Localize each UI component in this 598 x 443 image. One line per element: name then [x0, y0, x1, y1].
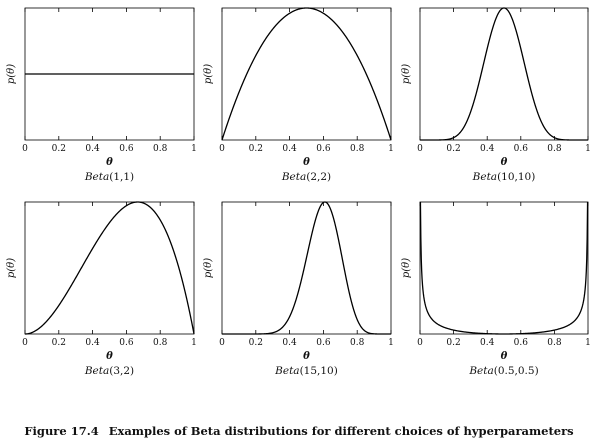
distribution-params: (15,10): [300, 365, 338, 377]
x-tick-label: 0.4: [282, 338, 297, 348]
x-tick-label: 0.4: [85, 144, 100, 154]
y-axis-label: p(θ): [203, 258, 214, 278]
x-tick-label: 1: [585, 144, 591, 154]
x-tick-label: 0.2: [249, 338, 263, 348]
distribution-params: (3,2): [109, 365, 134, 377]
distribution-label: Beta(3,2): [84, 365, 134, 377]
x-tick-label: 0.4: [282, 144, 297, 154]
distribution-name: Beta: [281, 171, 306, 183]
x-tick-label: 1: [191, 338, 197, 348]
x-tick-label: 0.2: [52, 338, 66, 348]
distribution-params: (2,2): [306, 171, 331, 183]
chart-panel-2: 0 0.2 0.4 0.6 0.8 1 θ Beta(2,2) p(θ): [203, 7, 394, 183]
x-tick-label: 0.8: [350, 338, 365, 348]
x-tick-label: 0.6: [316, 144, 331, 154]
plot-frame: [419, 7, 589, 141]
y-axis-label: p(θ): [401, 64, 412, 84]
distribution-name: Beta: [84, 365, 109, 377]
distribution-label: Beta(10,10): [472, 171, 536, 183]
density-curve: [24, 201, 195, 335]
x-tick-label: 0.8: [547, 338, 562, 348]
y-axis-label: p(θ): [6, 258, 17, 278]
distribution-label: Beta(2,2): [281, 171, 331, 183]
x-tick-label: 0.4: [480, 144, 495, 154]
x-tick-label: 1: [388, 338, 394, 348]
x-tick-label: 0.6: [119, 338, 134, 348]
distribution-label: Beta(1,1): [84, 171, 134, 183]
x-tick-label: 0.2: [446, 144, 460, 154]
x-tick-label: 1: [388, 144, 394, 154]
distribution-params: (0.5,0.5): [494, 365, 539, 377]
x-tick-label: 0: [219, 144, 225, 154]
density-curve: [222, 201, 391, 335]
x-tick-label: 0.8: [153, 338, 168, 348]
x-axis-label: θ: [303, 351, 310, 362]
distribution-name: Beta: [468, 365, 493, 377]
x-tick-label: 1: [191, 144, 197, 154]
distribution-name: Beta: [274, 365, 299, 377]
figure-number: Figure 17.4: [24, 424, 99, 438]
x-tick-label: 0: [417, 144, 423, 154]
x-tick-label: 0.8: [153, 144, 168, 154]
distribution-name: Beta: [472, 171, 497, 183]
distribution-params: (1,1): [109, 171, 134, 183]
x-tick-label: 0: [22, 338, 28, 348]
x-tick-label: 0.6: [119, 144, 134, 154]
distribution-label: Beta(15,10): [274, 365, 338, 377]
x-axis-label: θ: [303, 157, 310, 168]
x-axis-label: θ: [106, 351, 113, 362]
x-tick-label: 0: [219, 338, 225, 348]
distribution-params: (10,10): [497, 171, 535, 183]
x-axis-label: θ: [106, 157, 113, 168]
x-tick-label: 0.8: [350, 144, 365, 154]
distribution-label: Beta(0.5,0.5): [468, 365, 538, 377]
figure-caption: Figure 17.4 Examples of Beta distribution…: [0, 424, 598, 438]
x-tick-label: 0: [417, 338, 423, 348]
x-tick-label: 0.4: [480, 338, 495, 348]
x-tick-label: 0.2: [249, 144, 263, 154]
distribution-name: Beta: [84, 171, 109, 183]
chart-panel-1: 0 0.2 0.4 0.6 0.8 1 θ Beta(1,1) p(θ): [6, 7, 197, 183]
x-tick-label: 0.6: [316, 338, 331, 348]
chart-panel-4: 0 0.2 0.4 0.6 0.8 1 θ Beta(3,2) p(θ): [6, 201, 197, 377]
caption-text: Examples of Beta distributions for diffe…: [108, 424, 574, 438]
x-tick-label: 0: [22, 144, 28, 154]
density-curve: [221, 7, 392, 141]
x-tick-label: 0.8: [547, 144, 562, 154]
y-axis-label: p(θ): [401, 258, 412, 278]
y-axis-label: p(θ): [6, 64, 17, 84]
x-tick-label: 0.6: [514, 144, 529, 154]
chart-panel-6: 0 0.2 0.4 0.6 0.8 1 θ Beta(0.5,0.5) p(θ): [401, 201, 591, 377]
plot-frame: [221, 201, 392, 335]
x-tick-label: 0.6: [514, 338, 529, 348]
x-tick-label: 0.4: [85, 338, 100, 348]
plot-frame: [24, 201, 195, 335]
y-axis-label: p(θ): [203, 64, 214, 84]
density-curve: [419, 201, 589, 335]
x-tick-label: 0.2: [446, 338, 460, 348]
plot-frame: [419, 201, 589, 335]
x-tick-label: 0.2: [52, 144, 66, 154]
chart-panel-5: 0 0.2 0.4 0.6 0.8 1 θ Beta(15,10) p(θ): [203, 201, 394, 377]
x-tick-label: 1: [585, 338, 591, 348]
chart-panel-3: 0 0.2 0.4 0.6 0.8 1 θ Beta(10,10) p(θ): [401, 7, 591, 183]
x-axis-label: θ: [501, 157, 508, 168]
x-axis-label: θ: [501, 351, 508, 362]
density-curve: [420, 7, 588, 141]
